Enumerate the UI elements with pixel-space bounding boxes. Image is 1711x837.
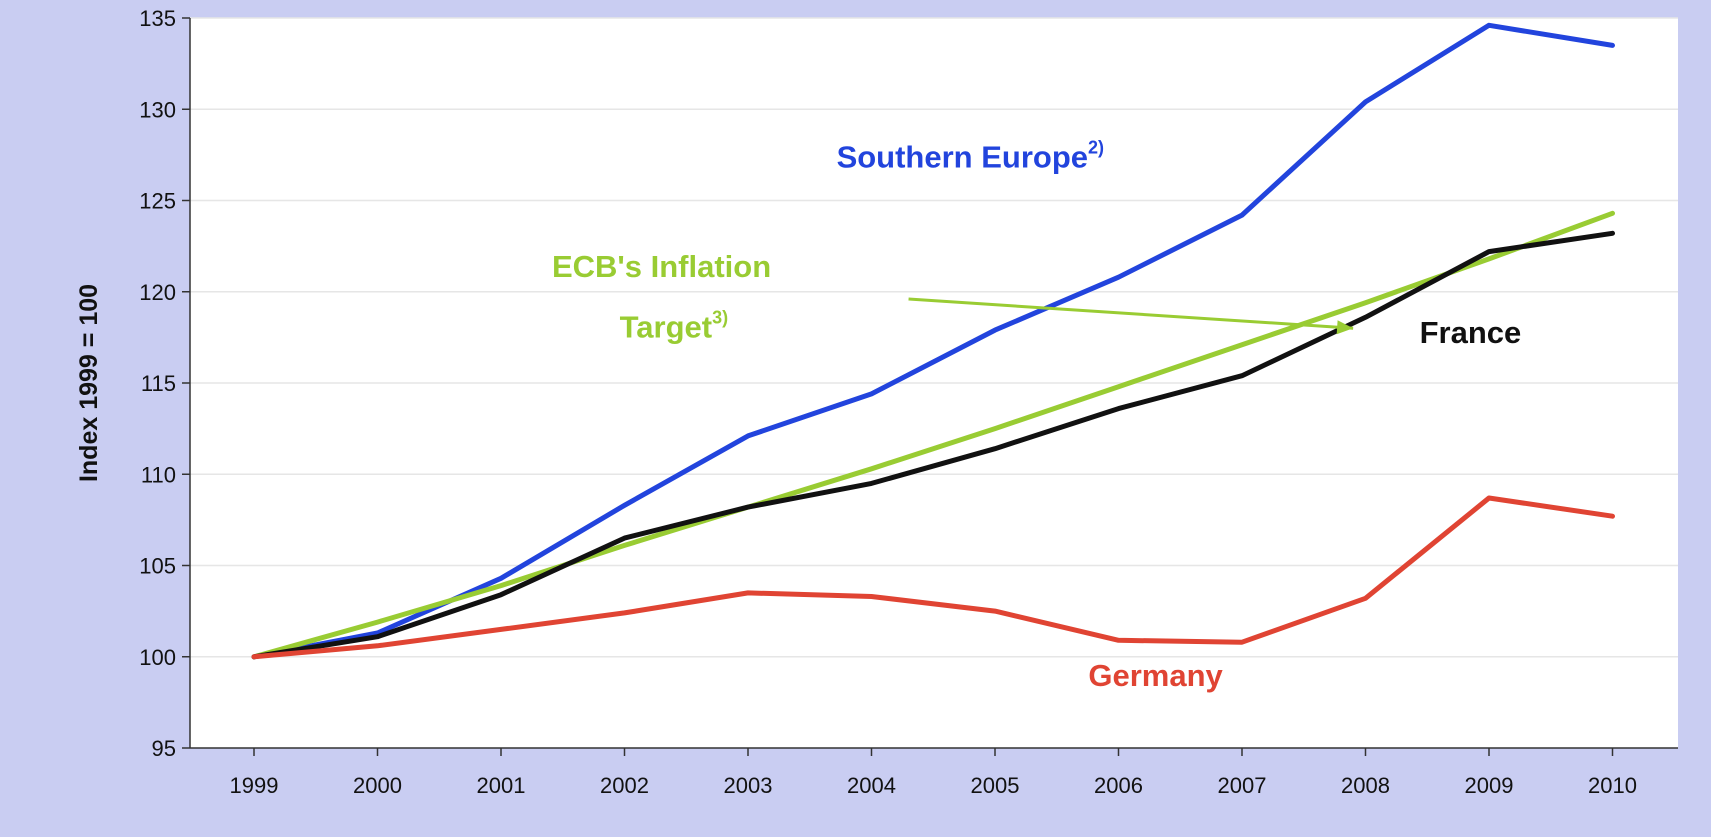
label-southern-europe: Southern Europe2) xyxy=(837,138,1104,175)
x-tick-label-2003: 2003 xyxy=(724,773,773,798)
y-tick-label-100: 100 xyxy=(139,645,176,670)
x-tick-label-2000: 2000 xyxy=(353,773,402,798)
series-line-france xyxy=(251,230,1615,660)
x-tick-label-2010: 2010 xyxy=(1588,773,1637,798)
x-tick-label-2002: 2002 xyxy=(600,773,649,798)
label-ecb-line1: ECB's Inflation xyxy=(552,249,771,284)
axes: 95 100 105 110 115 120 125 130 135 1999 2000 2001 20… xyxy=(139,6,1678,798)
y-tick-label-110: 110 xyxy=(141,462,176,487)
x-tick-label-2001: 2001 xyxy=(477,773,526,798)
x-tick-label-2006: 2006 xyxy=(1094,773,1143,798)
y-tick-label-125: 125 xyxy=(139,189,176,214)
series-line-ecb-s-inflation-target xyxy=(251,210,1615,660)
series-lines xyxy=(251,22,1615,660)
x-tick-label-1999: 1999 xyxy=(230,773,279,798)
y-axis-title: Index 1999 = 100 xyxy=(75,284,103,482)
gridlines xyxy=(190,17,1678,658)
y-tick-label-120: 120 xyxy=(139,280,176,305)
x-tick-label-2008: 2008 xyxy=(1341,773,1390,798)
x-tick-label-2004: 2004 xyxy=(847,773,896,798)
x-tick-label-2007: 2007 xyxy=(1218,773,1267,798)
y-tick-label-95: 95 xyxy=(152,736,176,761)
y-tick-label-135: 135 xyxy=(139,6,176,31)
label-germany: Germany xyxy=(1088,658,1223,693)
series-line-germany xyxy=(251,495,1615,660)
label-france: France xyxy=(1420,315,1522,350)
series-line-southern-europe xyxy=(251,22,1615,660)
annotation-arrow-head xyxy=(1336,320,1354,335)
label-ecb-line2: Target3) xyxy=(620,307,728,344)
annotations: Southern Europe2) ECB's Inflation Target3)… xyxy=(552,138,1521,693)
x-tick-label-2009: 2009 xyxy=(1465,773,1514,798)
x-tick-label-2005: 2005 xyxy=(971,773,1020,798)
y-tick-label-105: 105 xyxy=(139,554,176,579)
annotation-arrow-line xyxy=(908,297,1354,330)
y-tick-label-115: 115 xyxy=(141,371,176,396)
y-tick-label-130: 130 xyxy=(139,97,176,122)
